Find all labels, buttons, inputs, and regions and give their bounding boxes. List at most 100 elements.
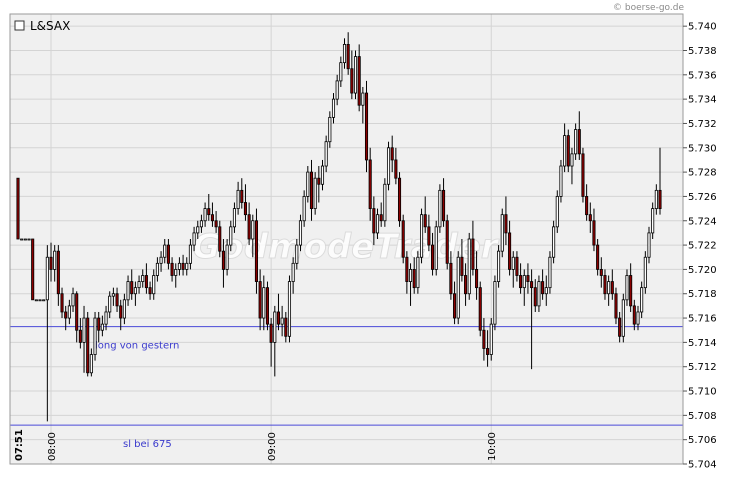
candle-body [453,293,457,319]
candle-body [155,262,159,276]
candle-body [42,299,46,302]
y-tick-label: 5.726 [688,192,717,203]
candle-body [247,214,251,240]
y-tick-label: 5.722 [688,241,717,252]
candle-body [530,281,534,289]
candle-body [144,275,148,289]
candle-body [383,183,387,222]
candle-body [559,165,563,197]
candle-body [276,311,281,325]
candle-body [537,281,541,307]
candle-body [174,269,178,276]
candle-body [610,281,614,295]
chart-background [10,14,683,464]
candle-body [335,80,339,100]
candle-body [225,244,229,270]
candle-body [199,220,203,228]
candle-body [625,275,629,301]
y-tick-label: 5.736 [688,70,717,81]
candle-body [49,256,53,270]
candle-body [486,348,490,355]
candle-body [31,238,35,301]
candle-body [126,281,130,301]
candle-body [262,287,266,319]
candle-body [27,238,31,241]
candle-body [416,256,420,289]
candle-body [408,269,413,282]
candle-body [497,250,501,282]
candle-body [295,244,299,264]
grid-lines [10,14,683,465]
candle-body [82,317,86,343]
candle-body [588,214,592,222]
candle-body [291,262,295,282]
candle-body [181,262,185,270]
candle-body [651,208,655,234]
candle-body [515,256,519,276]
candle-body [192,232,196,246]
candle-body [111,293,115,297]
candle-body [75,293,79,331]
candle-body [185,262,189,270]
candle-body [508,232,512,270]
candle-body [658,189,662,209]
candle-body [236,189,240,209]
candle-body [298,220,303,246]
y-tick-label: 5.740 [688,22,717,33]
candle-body [596,244,600,270]
candle-body [386,147,391,185]
candle-body [577,129,581,155]
x-time-label: 10:00 [487,432,498,461]
candle-body [328,116,332,143]
y-tick-label: 5.732 [688,119,717,130]
x-time-label: 09:00 [267,432,278,461]
candle-body [640,287,644,313]
candle-body [636,311,640,325]
candle-body [654,189,658,209]
candle-body [130,281,134,295]
candle-body [526,275,530,282]
candle-body [478,287,482,331]
candle-body [89,354,93,374]
candle-body [574,129,578,155]
candle-body [434,226,438,270]
candle-body [324,141,328,167]
y-tick-label: 5.708 [688,411,717,422]
y-tick-label: 5.714 [688,338,717,349]
candle-body [339,62,343,82]
credit-text: © boerse-go.de [613,3,684,13]
candle-body [152,275,156,295]
candle-body [475,269,479,289]
candle-body [585,196,589,216]
horizontal-line-label: sl bei 675 [123,439,172,450]
candle-body [500,214,504,252]
y-tick-label: 5.716 [688,314,717,325]
candle-body [306,171,310,197]
candle-body [38,299,42,302]
candle-body [431,244,435,270]
y-tick-label: 5.734 [688,95,717,106]
candle-body [342,44,347,64]
candle-body [438,189,442,228]
candle-body [379,214,383,222]
candle-body [258,281,262,319]
candle-body [445,220,449,264]
candle-body [647,232,651,258]
candle-body [632,305,636,325]
candle-body [148,287,152,295]
candle-body [240,189,244,203]
y-tick-label: 5.710 [688,387,717,398]
y-tick-label: 5.720 [688,265,717,276]
candle-body [221,250,225,270]
candle-body [581,153,585,197]
candle-body [122,299,126,319]
candle-body [137,281,141,289]
candle-body [375,214,380,234]
candle-body [643,256,647,289]
candle-body [368,159,372,209]
candle-body [251,220,255,240]
candle-body [273,311,277,343]
candle-body [119,305,123,319]
candle-body [442,189,446,222]
candle-body [302,196,306,222]
